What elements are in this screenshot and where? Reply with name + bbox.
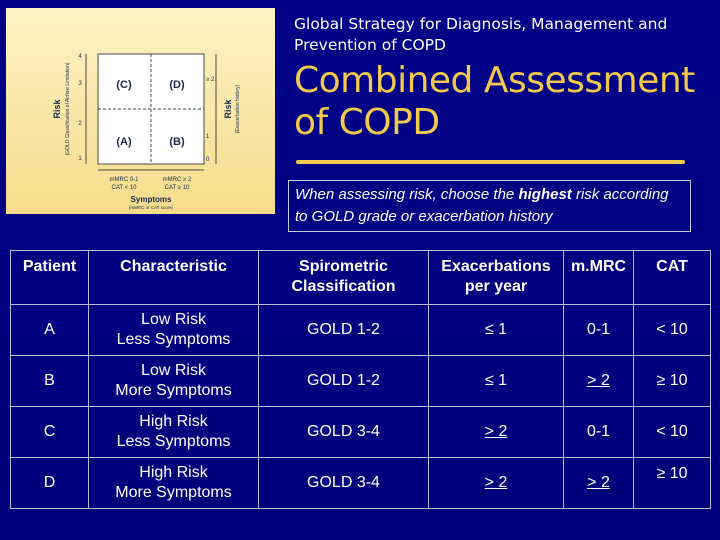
assessment-table: Patient Characteristic Spirometric Classi… <box>10 250 711 509</box>
header-patient: Patient <box>10 250 89 305</box>
header-exacerbations: Exacerbations per year <box>428 250 564 305</box>
cell-exacerbations: > 2 <box>428 406 564 458</box>
header-exacerbations-line2: per year <box>464 278 528 295</box>
header-spirometric-line2: Classification <box>291 278 396 295</box>
right-axis-sublabel: (Exacerbation history) <box>235 84 241 133</box>
cell-characteristic: Low Risk Less Symptoms <box>88 304 259 356</box>
cell-mmrc: > 2 <box>563 355 634 407</box>
risk-note-part2: risk according to GOLD grade or exacerba… <box>295 186 669 225</box>
cell-patient: D <box>10 457 89 509</box>
cell-characteristic-line2: Less Symptoms <box>116 433 231 450</box>
cell-spirometric: GOLD 3-4 <box>258 457 429 509</box>
cell-spirometric: GOLD 1-2 <box>258 355 429 407</box>
assessment-diagram: (C) (D) (A) (B) 4 3 2 1 ≥ 2 1 0 Risk (GO… <box>6 8 275 214</box>
table-row: D High Risk More Symptoms GOLD 3-4 > 2 > … <box>10 457 711 509</box>
cell-patient: B <box>10 355 89 407</box>
quadrant-c: (C) <box>116 79 132 91</box>
left-axis-labels: Risk (GOLD Classification of Airflow Lim… <box>52 62 71 155</box>
header-spirometric: Spirometric Classification <box>258 250 429 305</box>
title-underline <box>296 160 685 164</box>
cell-characteristic-line2: More Symptoms <box>115 382 232 399</box>
header-characteristic: Characteristic <box>88 250 259 305</box>
cell-characteristic: High Risk Less Symptoms <box>88 406 259 458</box>
cell-exacerbations: > 2 <box>428 457 564 509</box>
cell-characteristic-line2: More Symptoms <box>115 484 232 501</box>
quadrant-d: (D) <box>169 79 185 91</box>
risk-note: When assessing risk, choose the highest … <box>288 180 691 232</box>
cell-cat: ≥ 10 <box>633 355 711 407</box>
cell-cat: ≥ 10 <box>633 457 711 509</box>
cell-exacerbations: ≤ 1 <box>428 355 564 407</box>
slide-title: Combined Assessment of COPD <box>294 60 695 143</box>
left-axis-label: Risk <box>52 99 62 119</box>
cell-characteristic: Low Risk More Symptoms <box>88 355 259 407</box>
risk-note-part1: When assessing risk, choose the <box>295 186 519 203</box>
cell-exacerbations: ≤ 1 <box>428 304 564 356</box>
table-row: C High Risk Less Symptoms GOLD 3-4 > 2 0-… <box>10 406 711 458</box>
cell-spirometric: GOLD 3-4 <box>258 406 429 458</box>
header-spirometric-line1: Spirometric <box>299 258 388 275</box>
cell-characteristic-line1: High Risk <box>139 413 208 430</box>
cell-mmrc: > 2 <box>563 457 634 509</box>
risk-note-highlight: highest <box>518 186 572 203</box>
cell-patient: C <box>10 406 89 458</box>
right-tick-2: ≥ 2 <box>206 77 215 83</box>
x-left-line-2: CAT < 10 <box>112 185 138 191</box>
table-row: B Low Risk More Symptoms GOLD 1-2 ≤ 1 > 2… <box>10 355 711 407</box>
left-tick-4: 4 <box>78 54 82 60</box>
cell-characteristic-line1: Low Risk <box>141 362 206 379</box>
x-axis-label: Symptoms <box>131 195 172 204</box>
quadrant-b: (B) <box>169 136 185 148</box>
cell-mmrc: 0-1 <box>563 304 634 356</box>
cell-spirometric: GOLD 1-2 <box>258 304 429 356</box>
x-right-line-1: mMRC ≥ 2 <box>163 177 192 183</box>
cell-cat: < 10 <box>633 304 711 356</box>
table-header-row: Patient Characteristic Spirometric Classi… <box>10 250 711 305</box>
cell-characteristic-line1: Low Risk <box>141 311 206 328</box>
header-mmrc: m.MRC <box>563 250 634 305</box>
cell-mmrc: 0-1 <box>563 406 634 458</box>
right-axis-labels: Risk (Exacerbation history) <box>223 84 241 133</box>
right-tick-0: 0 <box>206 157 210 163</box>
left-tick-1: 1 <box>78 156 82 162</box>
header-exacerbations-line1: Exacerbations <box>441 258 551 275</box>
cell-cat: < 10 <box>633 406 711 458</box>
left-tick-2: 2 <box>78 121 82 127</box>
cell-characteristic-line2: Less Symptoms <box>116 331 231 348</box>
left-tick-3: 3 <box>78 81 82 87</box>
x-axis-sublabel: (mMRC or CAT score) <box>129 205 174 210</box>
header-cat: CAT <box>633 250 711 305</box>
right-axis-label: Risk <box>223 99 233 119</box>
x-right-line-2: CAT ≥ 10 <box>165 185 190 191</box>
quadrant-a: (A) <box>116 136 132 148</box>
table-row: A Low Risk Less Symptoms GOLD 1-2 ≤ 1 0-1… <box>10 304 711 356</box>
right-tick-1: 1 <box>206 134 210 140</box>
quadrant-chart: (C) (D) (A) (B) 4 3 2 1 ≥ 2 1 0 Risk (GO… <box>52 53 241 210</box>
cell-patient: A <box>10 304 89 356</box>
left-axis-sublabel: (GOLD Classification of Airflow Limitati… <box>65 62 71 155</box>
cell-characteristic-line1: High Risk <box>139 464 208 481</box>
cell-characteristic: High Risk More Symptoms <box>88 457 259 509</box>
x-left-line-1: mMRC 0-1 <box>109 177 139 183</box>
slide-subtitle: Global Strategy for Diagnosis, Managemen… <box>294 15 668 54</box>
